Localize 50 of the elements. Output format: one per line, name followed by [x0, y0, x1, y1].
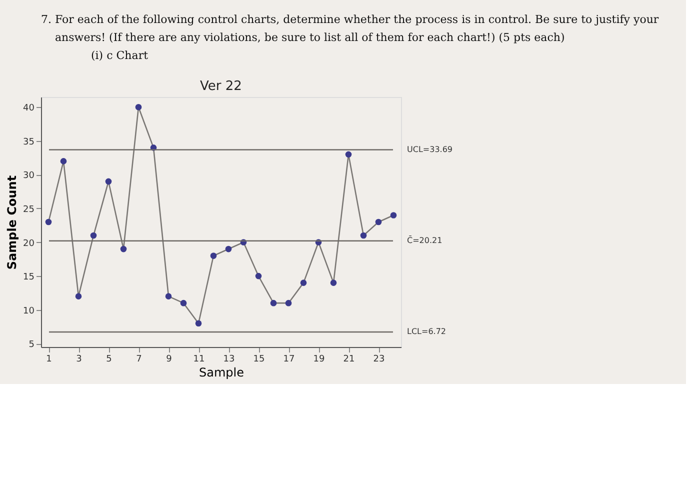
point	[45, 218, 52, 226]
ref-line-label: UCL=33.69	[407, 144, 453, 154]
text: answers! (If there are any violations, be sure to list all of them for each chart!) (5 pts each)	[55, 31, 565, 44]
x-tick-label: 15	[253, 354, 265, 364]
point	[210, 252, 217, 259]
point	[105, 178, 112, 185]
point	[180, 300, 187, 306]
point	[375, 218, 382, 226]
point	[330, 280, 337, 286]
x-tick-label: 13	[223, 354, 235, 364]
point	[75, 293, 82, 300]
x-tick-label: 11	[193, 354, 205, 364]
text: 7. For each of the following control charts, determine whether the process is in control. Be sure to justify your	[41, 13, 660, 26]
y-tick-label: 15	[23, 272, 34, 283]
y-tick-label: 25	[23, 204, 34, 215]
y-tick-label: 30	[23, 171, 35, 182]
x-axis-title: Sample	[199, 366, 244, 380]
point	[360, 232, 367, 239]
ref-line-label: LCL=6.72	[407, 327, 446, 336]
point	[300, 280, 307, 286]
x-tick-label: 23	[373, 354, 385, 364]
y-tick-label: 35	[23, 137, 34, 148]
x-tick-label: 3	[76, 354, 82, 364]
point	[255, 272, 262, 280]
point	[285, 300, 292, 306]
point	[60, 158, 67, 164]
x-tick-label: 21	[343, 354, 355, 364]
point	[120, 246, 127, 252]
chart-title: Ver 22	[200, 79, 242, 94]
point	[390, 212, 397, 218]
y-tick-label: 10	[23, 306, 35, 316]
point	[195, 320, 202, 327]
y-tick-label: 5	[28, 340, 34, 350]
x-tick-label: 1	[46, 354, 52, 364]
y-tick-label: 40	[23, 104, 35, 114]
x-tick-label: 5	[106, 354, 112, 364]
point	[270, 300, 277, 306]
point	[345, 151, 352, 158]
x-tick-label: 19	[313, 354, 325, 364]
point	[90, 232, 97, 239]
point	[135, 104, 142, 110]
x-tick-label: 9	[166, 354, 172, 364]
x-tick-label: 17	[283, 354, 295, 364]
x-tick-label: 7	[136, 354, 142, 364]
y-axis-title: Sample Count	[5, 175, 20, 270]
text: (i) c Chart	[91, 49, 149, 62]
point	[225, 246, 232, 252]
ref-line-label: C̄=20.21	[407, 235, 442, 245]
point	[165, 293, 172, 300]
y-tick-label: 20	[23, 238, 35, 249]
